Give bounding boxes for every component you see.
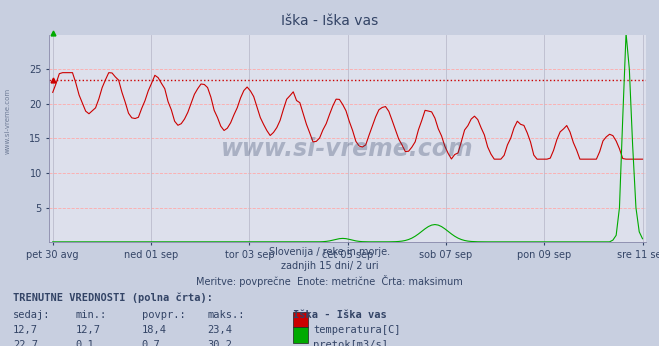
Text: zadnjih 15 dni/ 2 uri: zadnjih 15 dni/ 2 uri xyxy=(281,261,378,271)
Text: 0,7: 0,7 xyxy=(142,340,160,346)
Text: 22,7: 22,7 xyxy=(13,340,38,346)
Text: 30,2: 30,2 xyxy=(208,340,233,346)
Text: maks.:: maks.: xyxy=(208,310,245,320)
Text: pretok[m3/s]: pretok[m3/s] xyxy=(313,340,388,346)
Text: povpr.:: povpr.: xyxy=(142,310,185,320)
Text: Iška - Iška vas: Iška - Iška vas xyxy=(281,14,378,28)
Text: Iška - Iška vas: Iška - Iška vas xyxy=(293,310,387,320)
Text: Slovenija / reke in morje.: Slovenija / reke in morje. xyxy=(269,247,390,257)
Text: 12,7: 12,7 xyxy=(76,325,101,335)
Text: www.si-vreme.com: www.si-vreme.com xyxy=(221,137,474,161)
Text: Meritve: povprečne  Enote: metrične  Črta: maksimum: Meritve: povprečne Enote: metrične Črta:… xyxy=(196,275,463,287)
Text: 12,7: 12,7 xyxy=(13,325,38,335)
Text: min.:: min.: xyxy=(76,310,107,320)
Text: 0,1: 0,1 xyxy=(76,340,94,346)
Text: sedaj:: sedaj: xyxy=(13,310,51,320)
Text: 18,4: 18,4 xyxy=(142,325,167,335)
Text: temperatura[C]: temperatura[C] xyxy=(313,325,401,335)
Text: 23,4: 23,4 xyxy=(208,325,233,335)
Text: TRENUTNE VREDNOSTI (polna črta):: TRENUTNE VREDNOSTI (polna črta): xyxy=(13,292,213,303)
Text: www.si-vreme.com: www.si-vreme.com xyxy=(5,88,11,154)
